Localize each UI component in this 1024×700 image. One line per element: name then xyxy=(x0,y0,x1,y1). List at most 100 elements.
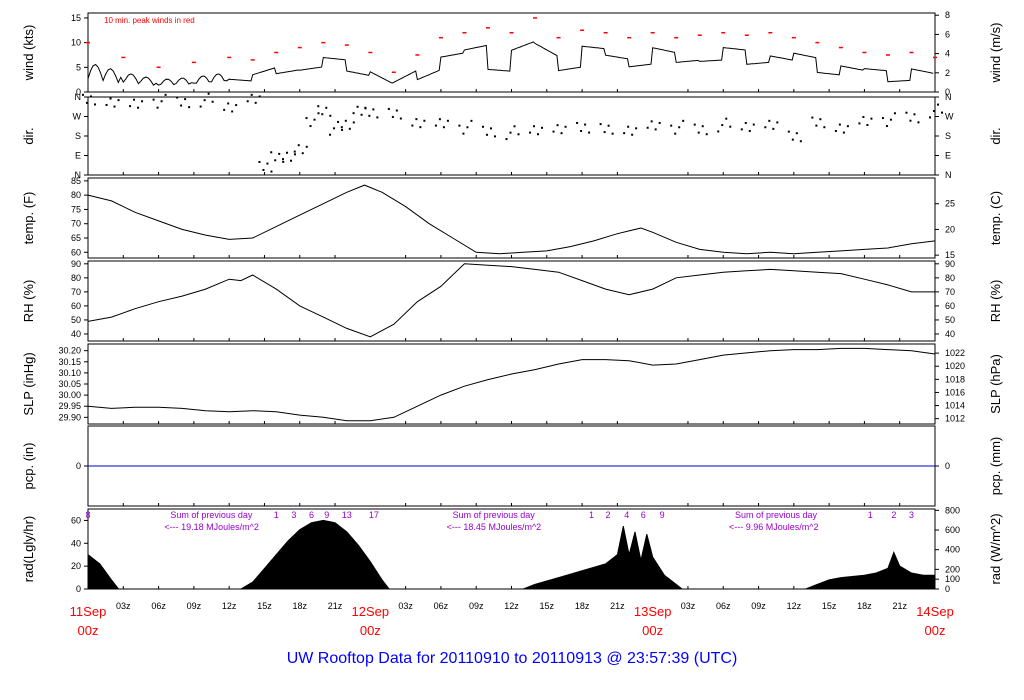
dir-point xyxy=(489,127,492,130)
dir-point xyxy=(227,102,230,105)
dir-point xyxy=(791,138,794,141)
dir-point xyxy=(905,111,908,114)
rad-hour-mark: 1 xyxy=(274,510,279,520)
dir-point xyxy=(693,123,696,126)
rad-ytick-label-right: 0 xyxy=(945,584,950,594)
chart-footer-title: UW Rooftop Data for 20110910 to 20110913… xyxy=(286,650,738,667)
x-tick-label: 15z xyxy=(540,601,555,611)
dir-point xyxy=(623,132,626,135)
x-tick-label: 06z xyxy=(716,601,731,611)
slp-ytick-label-right: 1014 xyxy=(945,401,965,411)
rad-hour-mark: 3 xyxy=(291,510,296,520)
dir-point xyxy=(725,117,728,120)
rad-daily-sum-value: <--- 18.45 MJoules/m^2 xyxy=(447,522,542,532)
dir-point xyxy=(246,100,249,103)
slp-ytick-label-right: 1022 xyxy=(945,348,965,358)
dir-point xyxy=(815,124,818,127)
wind-ytick-label-right: 2 xyxy=(945,68,950,78)
rad-frame xyxy=(87,508,936,590)
slp-ytick-label-left: 30.00 xyxy=(58,390,81,400)
dir-point xyxy=(109,97,112,100)
dir-point xyxy=(485,133,488,136)
rad-hour-mark: 6 xyxy=(309,510,314,520)
rad-ytick-label-right: 600 xyxy=(945,525,960,535)
slp-frame xyxy=(87,343,936,425)
dir-point xyxy=(289,159,292,162)
wind-ytick-label-left: 10 xyxy=(71,38,81,48)
dir-point xyxy=(885,125,888,128)
dir-point xyxy=(266,162,269,165)
dir-point xyxy=(678,126,681,129)
dir-point xyxy=(344,119,347,122)
dir-point xyxy=(893,112,896,115)
dir-point xyxy=(395,109,398,112)
dir-point xyxy=(799,140,802,143)
dir-point xyxy=(858,122,861,125)
rh-ytick-label-right: 80 xyxy=(945,273,955,283)
x-tick-label: 21z xyxy=(892,601,907,611)
dir-point xyxy=(721,124,724,127)
dir-point xyxy=(701,125,704,128)
rad-hour-mark: 6 xyxy=(641,510,646,520)
dir-point xyxy=(282,160,285,163)
x-day-label: 12Sep xyxy=(352,604,390,619)
dir-point xyxy=(674,132,677,135)
x-tick-label: 12z xyxy=(504,601,519,611)
dir-point xyxy=(270,151,273,154)
pcp-ytick-label-right: 0 xyxy=(945,461,950,471)
wind-ytick-label-left: 0 xyxy=(76,87,81,97)
dir-point xyxy=(795,132,798,135)
dir-point xyxy=(650,120,653,123)
temp-ytick-label-left: 70 xyxy=(71,219,81,229)
temp-frame xyxy=(87,177,936,259)
wind-ylabel-left: wind (kts) xyxy=(21,25,36,82)
wind-ytick-label-right: 4 xyxy=(945,49,950,59)
dir-point xyxy=(588,131,591,134)
dir-point xyxy=(631,133,634,136)
dir-point xyxy=(223,108,226,111)
dir-point xyxy=(537,133,540,136)
rad-ytick-label-left: 20 xyxy=(71,561,81,571)
temp-ytick-label-left: 85 xyxy=(71,176,81,186)
temp-ytick-label-left: 65 xyxy=(71,233,81,243)
rad-series-area xyxy=(87,519,936,590)
dir-point xyxy=(82,93,84,96)
dir-point xyxy=(235,104,238,107)
dir-point xyxy=(846,125,849,128)
dir-point xyxy=(744,121,747,124)
rad-ytick-label-left: 60 xyxy=(71,515,81,525)
rh-ytick-label-left: 80 xyxy=(71,273,81,283)
temp-series-line xyxy=(87,184,936,255)
rh-ytick-label-left: 50 xyxy=(71,315,81,325)
dir-point xyxy=(580,129,583,132)
rh-ytick-label-left: 60 xyxy=(71,301,81,311)
dir-point xyxy=(387,107,390,110)
slp-ytick-label-right: 1020 xyxy=(945,361,965,371)
dir-point xyxy=(564,125,567,128)
x-day-hour-label: 00z xyxy=(78,623,99,638)
pcp-ytick-label-left: 0 xyxy=(76,461,81,471)
dir-point xyxy=(729,125,732,128)
dir-point xyxy=(917,121,920,124)
dir-point xyxy=(772,127,775,130)
dir-point xyxy=(866,124,869,127)
dir-point xyxy=(199,105,202,108)
dir-point xyxy=(415,118,418,121)
dir-point xyxy=(870,117,873,120)
dir-point xyxy=(834,129,837,132)
x-tick-label: 06z xyxy=(434,601,449,611)
x-tick-label: 12z xyxy=(222,601,237,611)
temp-ytick-label-left: 75 xyxy=(71,204,81,214)
dir-point xyxy=(576,121,579,124)
slp-ylabel-right: SLP (hPa) xyxy=(988,354,1003,414)
x-tick-label: 15z xyxy=(822,601,837,611)
x-tick-label: 18z xyxy=(575,601,590,611)
dir-point xyxy=(360,113,363,116)
dir-point xyxy=(305,117,308,120)
dir-point xyxy=(156,106,159,109)
dir-point xyxy=(348,127,351,130)
dir-frame xyxy=(87,96,936,176)
wind-speed-line xyxy=(87,41,934,86)
dir-point xyxy=(481,125,484,128)
dir-point xyxy=(352,112,355,115)
